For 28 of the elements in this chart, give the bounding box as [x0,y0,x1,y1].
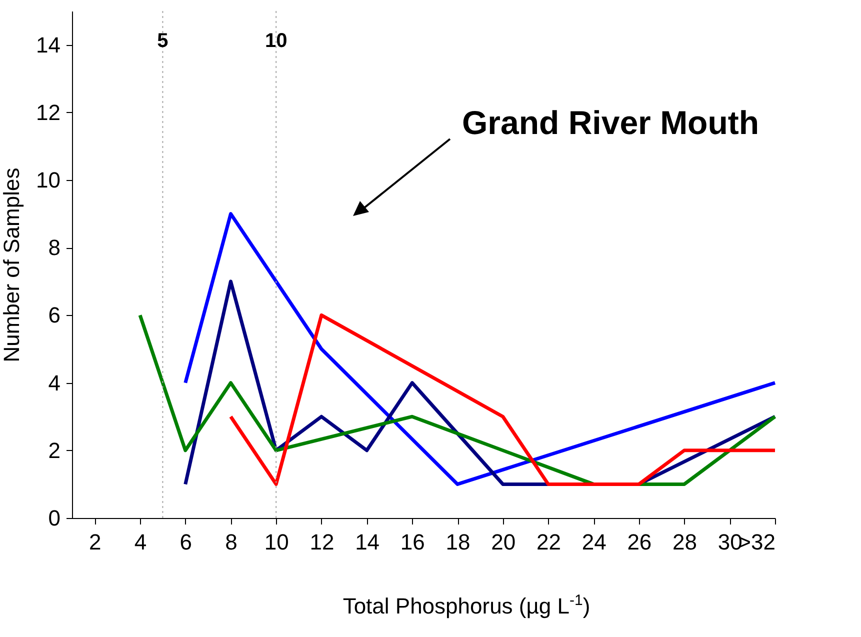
line-series [184,212,777,486]
x-tick-label: 6 [180,530,192,554]
ref-line-label: 10 [264,30,288,52]
y-tick-label: 14 [36,32,60,58]
y-tick-label: 10 [36,168,60,192]
y-tick-label: 4 [48,370,60,396]
x-tick-label: 2 [89,530,102,554]
y-tick-label: 8 [48,235,60,260]
y-tick-label: 2 [48,438,60,463]
x-tick-label: 28 [672,530,698,554]
x-tick-label: 18 [446,530,470,554]
x-tick-label: 14 [355,530,380,554]
y-tick-label: 0 [48,506,60,530]
x-tick-label: 12 [310,530,334,554]
x-tick-label: 16 [400,530,425,554]
x-tick-label: 22 [536,530,561,554]
y-tick-label: 6 [48,302,60,328]
y-axis-title: Number of Samples [0,168,24,362]
x-tick-label: 20 [491,530,516,554]
annotation: Grand River Mouth [462,104,760,142]
x-tick-label: 26 [627,530,652,554]
y-tick-label: 12 [36,100,60,125]
x-tick-label: 10 [264,530,289,554]
x-tick-label: 24 [582,530,606,554]
x-tick-label: 8 [225,530,238,554]
x-tick-label: 4 [134,530,147,554]
x-axis-title: Total Phosphorus (µg L$^{-1}$) [342,592,592,620]
ref-line-label: 5 [157,30,168,52]
